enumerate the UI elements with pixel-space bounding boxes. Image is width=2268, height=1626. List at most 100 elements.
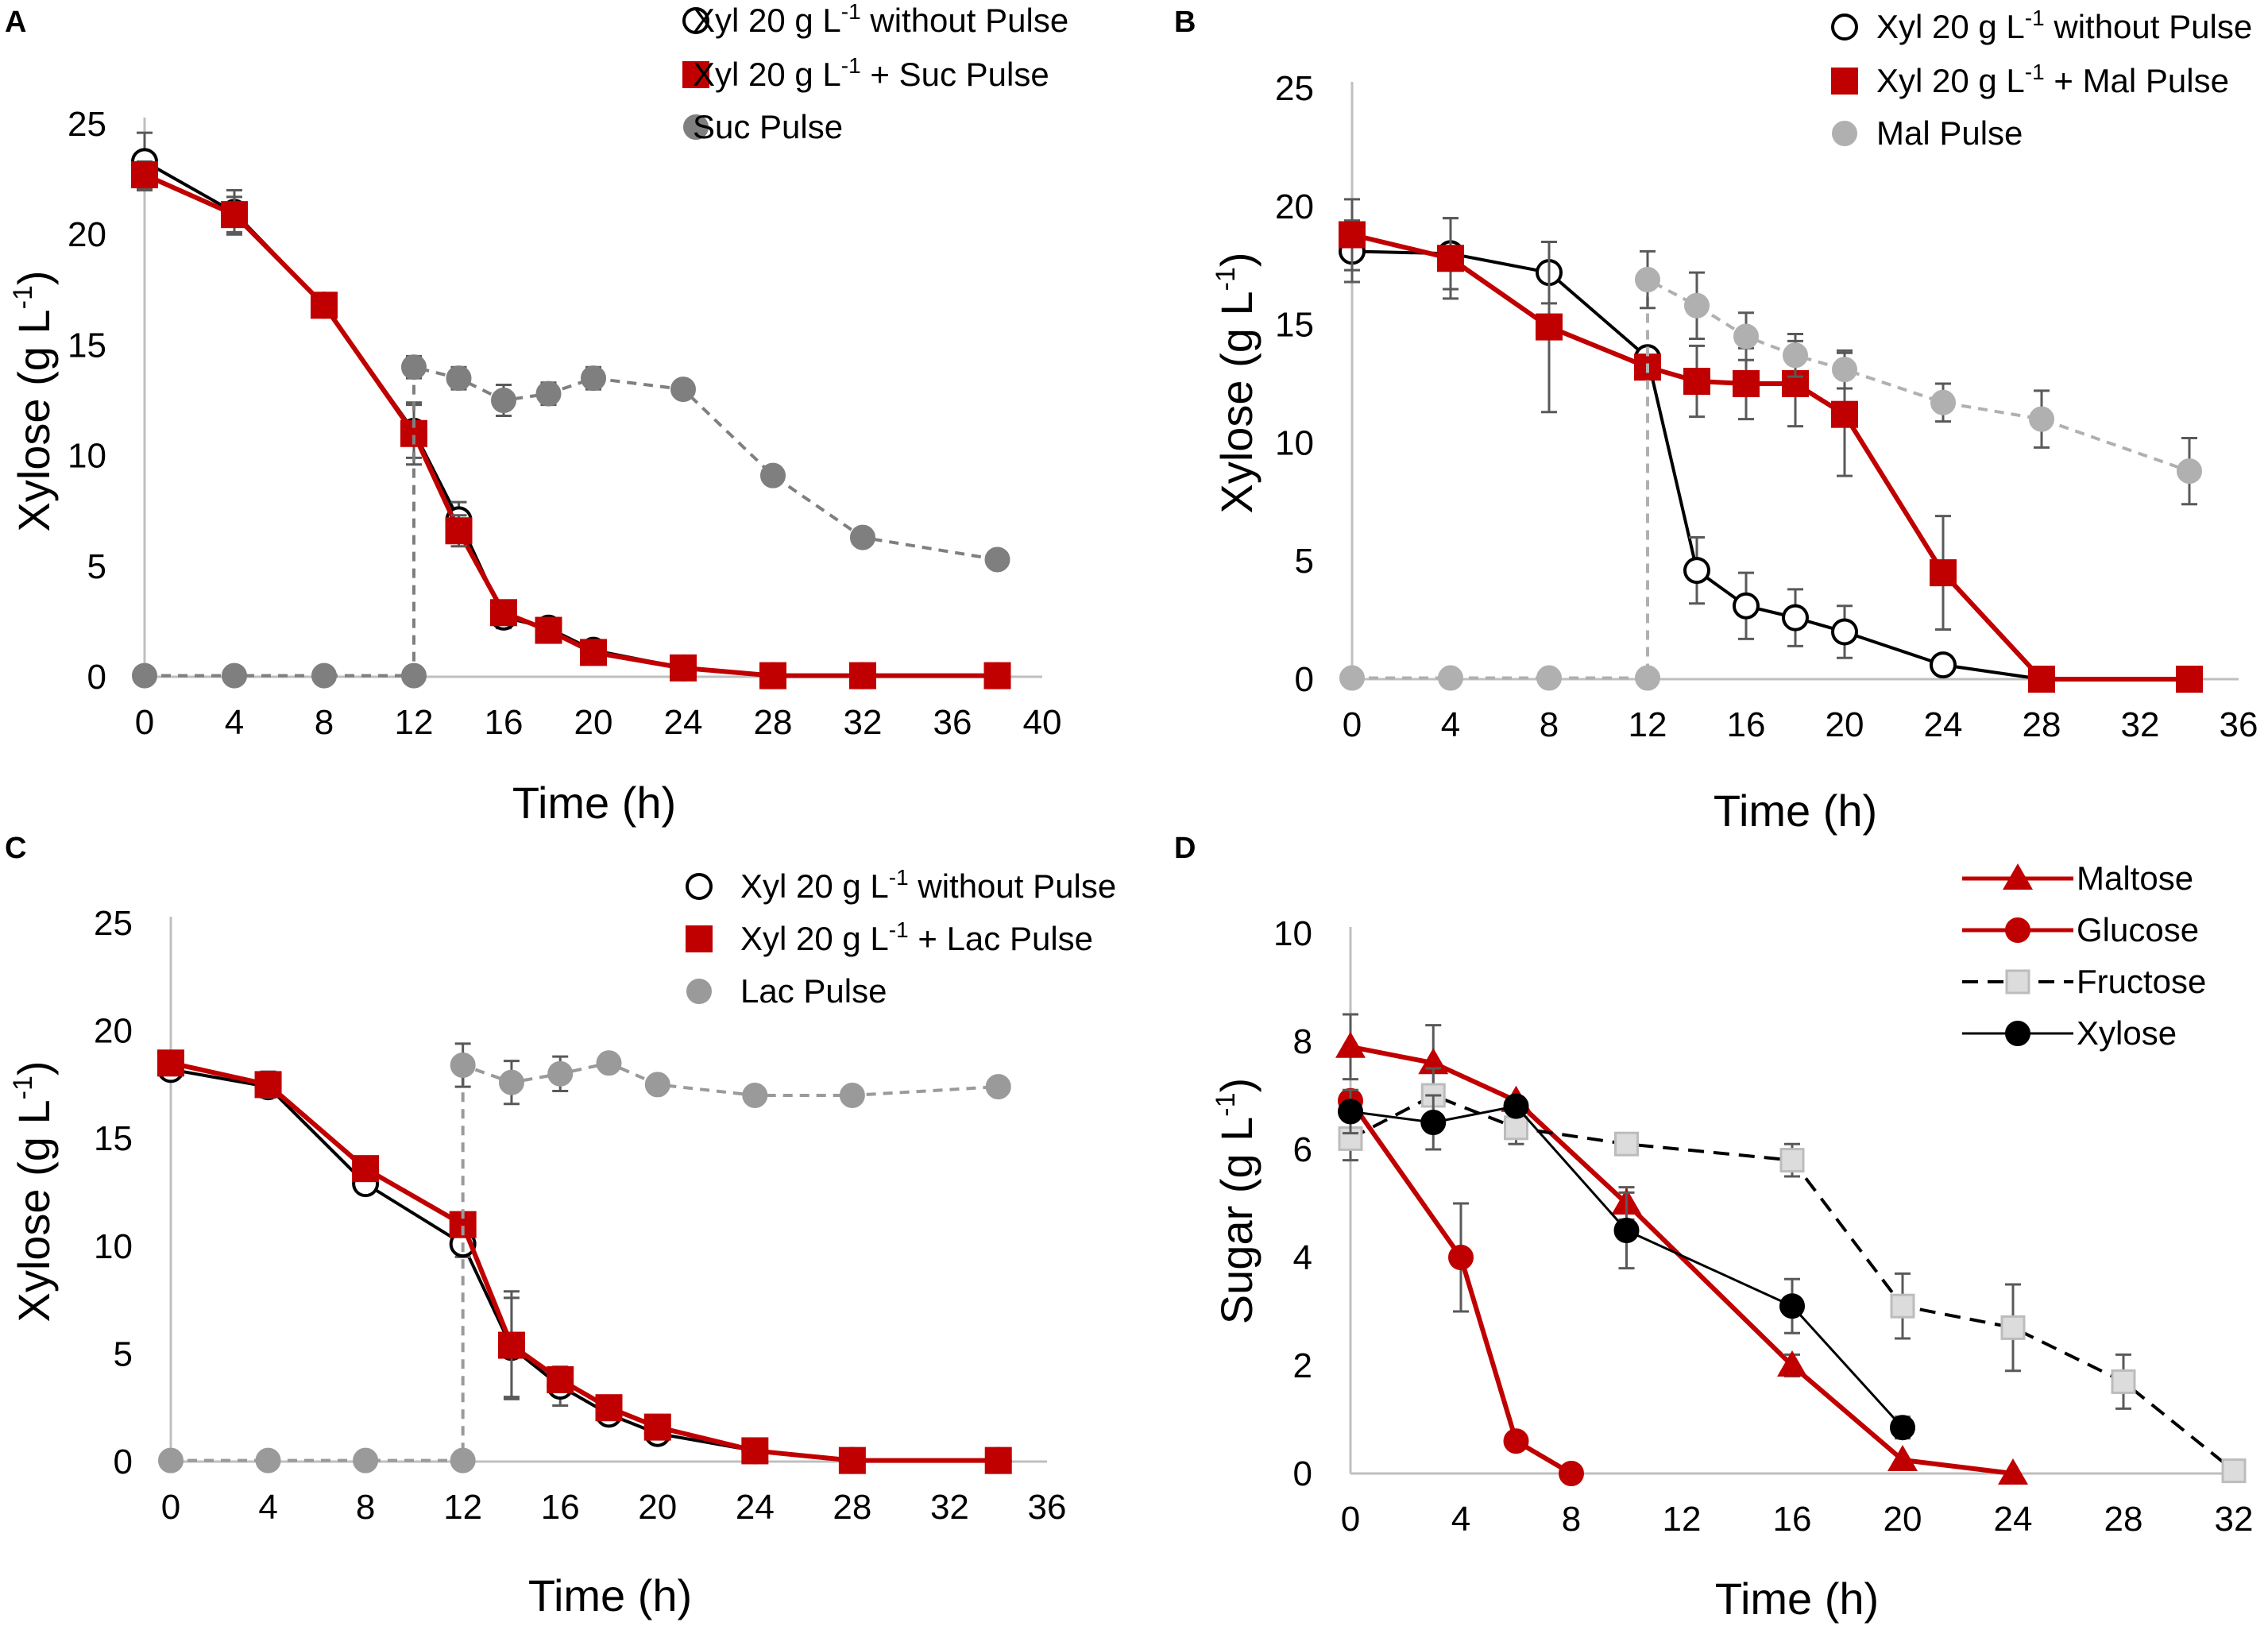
x-axis-title: Time (h) [1714,786,1877,836]
y-tick-label: 10 [68,437,106,476]
data-point [497,1331,525,1359]
series-line [143,172,998,678]
data-point [353,1447,379,1473]
y-axis-title: Xylose (g L-1) [8,270,59,531]
data-point [1614,1131,1639,1157]
x-tick-label: 24 [1924,705,1963,744]
y-tick-label: 15 [94,1119,133,1158]
x-tick-label: 12 [1629,705,1667,744]
series-line [144,160,998,678]
x-tick-label: 32 [2215,1500,2254,1539]
legend-label: Fructose [2077,963,2206,1000]
data-point [2028,666,2055,693]
data-point [1777,1350,1807,1377]
data-point [1831,400,1858,428]
x-axis-title: Time (h) [528,1570,692,1620]
y-tick-label: 25 [94,904,133,943]
x-tick-label: 16 [541,1488,580,1527]
legend-marker [682,61,709,88]
series-xyl-20-g-l-1-lac-pulse [157,1049,1012,1474]
data-point [1536,665,1562,691]
legend-label: Glucose [2077,911,2199,948]
x-tick-label: 8 [1562,1500,1581,1539]
data-point [1930,389,1956,415]
panel-b: B 0 4 8 12 16 20 24 28 32 36 0 5 10 15 20 25 Time (h) Xylo… [1174,6,2258,836]
x-tick-label: 12 [1663,1500,1702,1539]
x-tick-label: 40 [1023,703,1062,742]
x-tick-label: 32 [930,1488,969,1527]
data-point [450,1052,476,1078]
x-tick-label: 4 [1451,1500,1470,1539]
y-tick-label: 0 [114,1443,133,1481]
legend-marker [1832,121,1857,146]
data-point [849,662,876,689]
data-point [1733,592,1760,620]
data-point [1782,604,1809,631]
series-xyl-20-g-l-1-without-pulse [131,131,1011,689]
x-tick-label: 24 [664,703,703,742]
legend-label: Lac Pulse [740,972,887,1010]
data-point [535,616,562,644]
x-tick-label: 32 [844,703,883,742]
x-tick-label: 0 [1343,705,1362,744]
legend-label: Xyl 20 g L-1 + Mal Pulse [1876,60,2229,99]
data-point [2176,666,2203,693]
y-tick-label: 6 [1293,1130,1312,1169]
data-point [1832,357,1857,383]
y-axis-title: Sugar (g L-1) [1211,1078,1262,1324]
y-tick-label: 4 [1293,1238,1312,1277]
data-point [2221,1458,2247,1484]
series-lac-pulse [158,1042,1011,1473]
x-tick-label: 4 [225,703,244,742]
x-tick-label: 20 [1826,705,1864,744]
legend-marker [2005,969,2030,995]
data-point [2029,406,2054,432]
data-point [839,1082,865,1108]
x-tick-label: 4 [1441,705,1460,744]
y-axis-title: Xylose (g L-1) [1211,252,1262,513]
legend-label: Mal Pulse [1876,114,2023,152]
x-tick-label: 12 [395,703,434,742]
y-tick-label: 25 [1275,69,1314,108]
y-tick-label: 0 [87,658,106,697]
data-point [2177,458,2202,485]
x-tick-label: 8 [315,703,334,742]
data-point [1503,1428,1529,1454]
data-point [401,354,427,380]
data-point [670,654,697,682]
y-tick-label: 15 [68,326,106,365]
data-point [131,161,158,189]
data-point [742,1082,768,1108]
series-xyl-20-g-l-1-suc-pulse [131,160,1011,689]
legend: Maltose Glucose Fructose Xylose [1962,859,2206,1052]
data-point [2111,1369,2136,1394]
data-point [1783,342,1808,369]
data-point [1338,1099,1363,1125]
data-point [490,599,517,627]
x-tick-label: 12 [443,1488,482,1527]
data-point [1779,1293,1805,1319]
x-tick-label: 0 [1341,1500,1360,1539]
data-point [1503,1093,1529,1119]
data-point [1559,1461,1584,1486]
y-tick-label: 8 [1293,1022,1312,1061]
y-tick-label: 0 [1295,660,1314,699]
x-tick-label: 28 [754,703,793,742]
data-point [446,365,472,392]
panel-letter: B [1174,6,1196,39]
x-tick-label: 24 [1994,1500,2033,1539]
data-point [644,1072,670,1098]
x-tick-label: 0 [135,703,154,742]
data-point [1448,1245,1474,1270]
data-point [1890,1415,1915,1441]
data-point [1890,1293,1915,1319]
legend-marker [1831,14,1858,41]
data-point [838,1446,866,1474]
data-point [222,662,247,689]
data-point [1536,313,1563,341]
series-xyl-20-g-l-1-without-pulse [1339,217,2203,693]
panel-c: C 0 4 8 12 16 20 24 28 32 36 0 5 10 15 20 25 Time (h) Xylo… [5,832,1116,1620]
x-tick-label: 0 [161,1488,180,1527]
series-xyl-20-g-l-1-without-pulse [157,1056,1012,1474]
